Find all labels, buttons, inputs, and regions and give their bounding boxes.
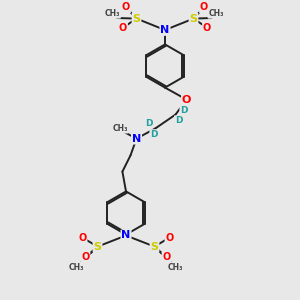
Text: O: O bbox=[122, 2, 130, 13]
Text: CH₃: CH₃ bbox=[208, 9, 224, 18]
Text: D: D bbox=[145, 118, 153, 127]
Text: O: O bbox=[165, 232, 174, 243]
Text: O: O bbox=[203, 22, 211, 33]
Text: CH₃: CH₃ bbox=[112, 124, 128, 133]
Text: S: S bbox=[94, 242, 101, 252]
Text: CH₃: CH₃ bbox=[69, 262, 84, 272]
Text: D: D bbox=[175, 116, 182, 125]
Text: D: D bbox=[180, 106, 188, 115]
Text: S: S bbox=[133, 14, 140, 24]
Text: D: D bbox=[150, 130, 158, 139]
Text: N: N bbox=[160, 25, 169, 35]
Text: S: S bbox=[151, 242, 158, 252]
Text: N: N bbox=[132, 134, 141, 144]
Text: O: O bbox=[162, 252, 171, 262]
Text: N: N bbox=[122, 230, 130, 241]
Text: O: O bbox=[119, 22, 127, 33]
Text: O: O bbox=[182, 94, 191, 105]
Text: O: O bbox=[81, 252, 90, 262]
Text: S: S bbox=[190, 14, 197, 24]
Text: O: O bbox=[78, 232, 87, 243]
Text: O: O bbox=[200, 2, 208, 13]
Text: CH₃: CH₃ bbox=[105, 9, 120, 18]
Text: CH₃: CH₃ bbox=[168, 262, 183, 272]
